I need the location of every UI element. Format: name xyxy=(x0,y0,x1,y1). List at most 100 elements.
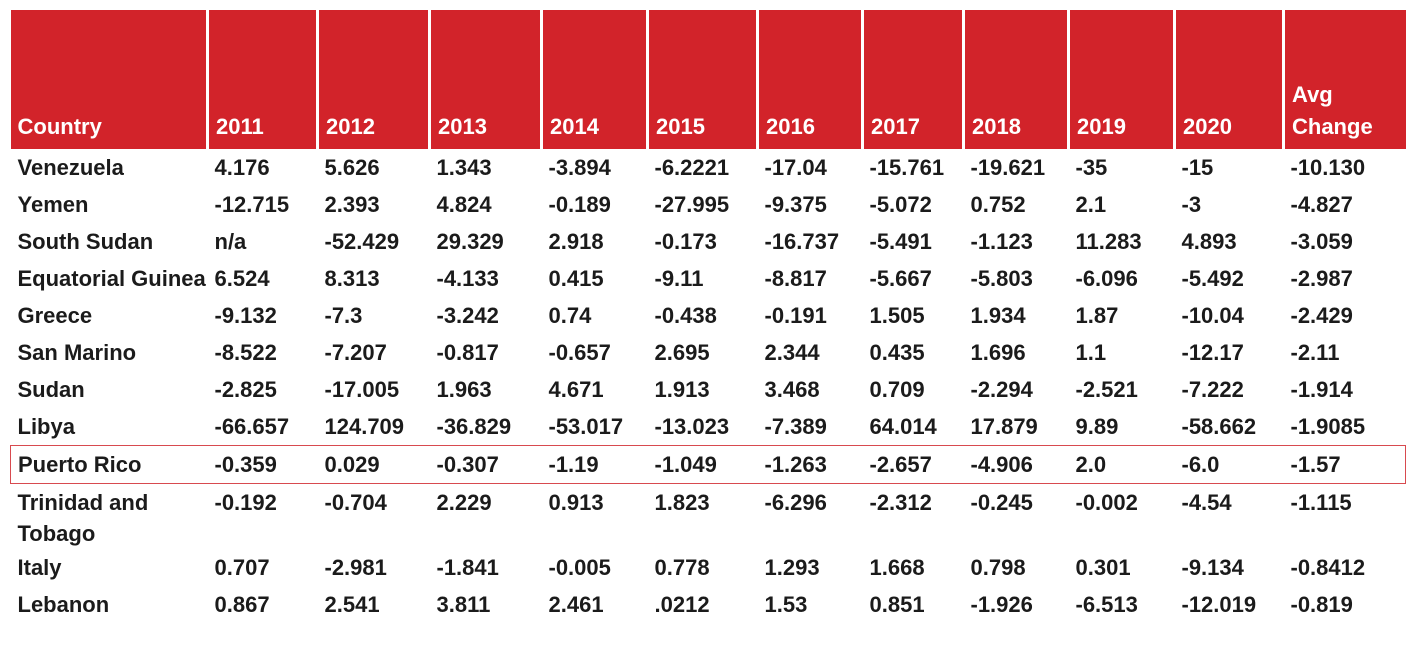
country-cell: Lebanon xyxy=(17,592,110,617)
header-cell: 2019 xyxy=(1067,10,1175,149)
header-cell: 2017 xyxy=(861,10,964,149)
value-cell: -2.11 xyxy=(1290,340,1340,365)
header-cell: 2016 xyxy=(756,10,863,149)
value-cell: -10.04 xyxy=(1181,303,1244,328)
value-cell: -6.096 xyxy=(1075,266,1138,291)
value-cell: 2.918 xyxy=(548,229,604,254)
value-cell: -2.429 xyxy=(1290,303,1353,328)
value-cell: -2.294 xyxy=(970,377,1033,402)
header-cell: 2020 xyxy=(1173,10,1284,149)
value-cell: -5.803 xyxy=(970,266,1033,291)
value-cell: 0.778 xyxy=(654,555,710,580)
table-row: Venezuela 4.176 5.626 1.343 -3.894 -6.2221 -17… xyxy=(11,149,1406,186)
country-cell: Sudan xyxy=(17,377,85,402)
country-cell: South Sudan xyxy=(17,229,154,254)
value-cell: -7.389 xyxy=(764,414,827,439)
value-cell: -7.207 xyxy=(324,340,387,365)
value-cell: 1.87 xyxy=(1075,303,1119,328)
value-cell: -9.11 xyxy=(654,266,704,291)
value-cell: -17.005 xyxy=(324,377,400,402)
value-cell: 4.671 xyxy=(548,377,604,402)
value-cell: 0.435 xyxy=(869,340,925,365)
value-cell: -4.54 xyxy=(1181,490,1232,515)
value-cell: -8.817 xyxy=(764,266,827,291)
table-row: Equatorial Guinea 6.524 8.313 -4.133 0.415 -9… xyxy=(11,260,1406,297)
table-container: Country 2011 2012 2013 2014 2015 2016 2017 2018 2… xyxy=(10,10,1406,623)
value-cell: -66.657 xyxy=(214,414,290,439)
value-cell: 0.301 xyxy=(1075,555,1131,580)
value-cell: -1.926 xyxy=(970,592,1033,617)
value-cell: -15.761 xyxy=(869,155,945,180)
value-cell: 1.343 xyxy=(436,155,492,180)
value-cell: 1.823 xyxy=(654,490,710,515)
table-row: San Marino -8.522 -7.207 -0.817 -0.657 2.695 2… xyxy=(11,334,1406,371)
value-cell: 0.752 xyxy=(970,192,1026,217)
country-cell: Greece xyxy=(17,303,93,328)
value-cell: -9.132 xyxy=(214,303,277,328)
table-row: Lebanon 0.867 2.541 3.811 2.461 .0212 1.53 0.85… xyxy=(11,586,1406,623)
value-cell: -7.3 xyxy=(324,303,363,328)
country-cell: Italy xyxy=(17,555,62,580)
value-cell: -3.894 xyxy=(548,155,611,180)
value-cell: -2.825 xyxy=(214,377,277,402)
value-cell: 8.313 xyxy=(324,266,380,291)
value-cell: 0.913 xyxy=(548,490,604,515)
table-row: Sudan -2.825 -17.005 1.963 4.671 1.913 3.468 0.… xyxy=(11,371,1406,408)
header-cell: 2018 xyxy=(962,10,1069,149)
value-cell: -2.312 xyxy=(869,490,932,515)
value-cell: 2.695 xyxy=(654,340,710,365)
value-cell: -1.841 xyxy=(436,555,499,580)
header-row: Country 2011 2012 2013 2014 2015 2016 2017 2018 2… xyxy=(10,10,1406,149)
value-cell: -5.492 xyxy=(1181,266,1244,291)
value-cell: -0.191 xyxy=(764,303,827,328)
value-cell: 0.029 xyxy=(317,445,430,484)
header-cell: 2012 xyxy=(316,10,430,149)
header-cell: Avg Change xyxy=(1282,10,1406,149)
value-cell: 4.176 xyxy=(214,155,270,180)
value-cell: -1.263 xyxy=(757,445,863,484)
value-cell: 17.879 xyxy=(970,414,1038,439)
country-cell: Yemen xyxy=(17,192,89,217)
value-cell: 0.798 xyxy=(970,555,1026,580)
value-cell: -9.134 xyxy=(1181,555,1244,580)
value-cell: 1.505 xyxy=(869,303,925,328)
table-row: Italy 0.707 -2.981 -1.841 -0.005 0.778 1.293 1.… xyxy=(11,549,1406,586)
value-cell: -5.072 xyxy=(869,192,932,217)
value-cell: 1.963 xyxy=(436,377,492,402)
value-cell: -2.657 xyxy=(862,445,964,484)
value-cell: -13.023 xyxy=(654,414,730,439)
value-cell: 6.524 xyxy=(214,266,270,291)
value-cell: 0.415 xyxy=(548,266,604,291)
value-cell: -16.737 xyxy=(764,229,840,254)
value-cell: 0.867 xyxy=(214,592,270,617)
value-cell: -0.438 xyxy=(654,303,717,328)
value-cell: 1.913 xyxy=(654,377,710,402)
value-cell: -53.017 xyxy=(548,414,624,439)
value-cell: 2.1 xyxy=(1075,192,1107,217)
value-cell: .0212 xyxy=(654,592,710,617)
header-cell: 2013 xyxy=(428,10,542,149)
value-cell: -0.657 xyxy=(548,340,611,365)
value-cell: 9.89 xyxy=(1075,414,1119,439)
value-cell: 29.329 xyxy=(436,229,504,254)
table-row: Libya -66.657 124.709 -36.829 -53.017 -13.023… xyxy=(11,408,1406,446)
value-cell: -15 xyxy=(1181,155,1214,180)
value-cell: -1.19 xyxy=(541,445,648,484)
value-cell: -19.621 xyxy=(970,155,1046,180)
header-cell: 2014 xyxy=(540,10,648,149)
value-cell: 1.696 xyxy=(970,340,1026,365)
value-cell: -0.189 xyxy=(548,192,611,217)
value-cell: -3.059 xyxy=(1290,229,1353,254)
value-cell: 0.74 xyxy=(548,303,592,328)
value-cell: -1.914 xyxy=(1290,377,1353,402)
table-row: Greece -9.132 -7.3 -3.242 0.74 -0.438 -0.191 1.… xyxy=(11,297,1406,334)
value-cell: -4.133 xyxy=(436,266,499,291)
value-cell: -36.829 xyxy=(436,414,512,439)
value-cell: -0.307 xyxy=(429,445,542,484)
value-cell: -0.704 xyxy=(324,490,387,515)
table-row: South Sudan n/a -52.429 29.329 2.918 -0.173 -1… xyxy=(11,223,1406,260)
value-cell: 5.626 xyxy=(324,155,380,180)
value-cell: 11.283 xyxy=(1075,229,1142,254)
value-cell: -6.296 xyxy=(764,490,827,515)
